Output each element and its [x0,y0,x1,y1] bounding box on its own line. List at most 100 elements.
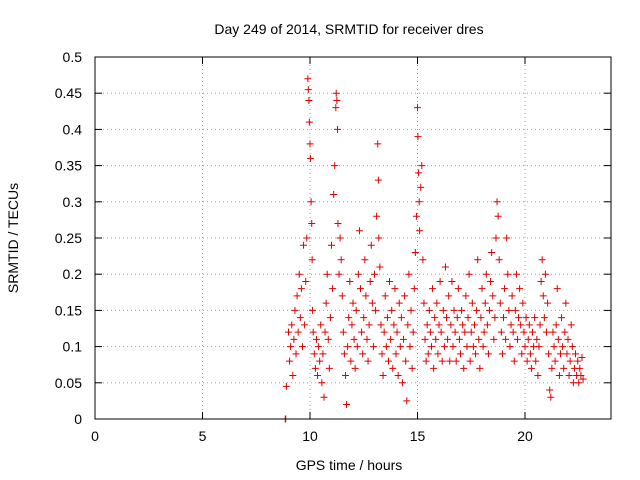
data-point [509,328,517,336]
data-point [579,375,587,383]
data-point [491,314,499,322]
data-point [450,306,458,314]
data-point [415,169,423,177]
data-point [371,270,378,278]
data-point [478,285,486,293]
data-point [352,306,360,314]
data-point [574,357,582,365]
data-point [394,372,402,380]
data-point [282,382,290,390]
data-point [319,350,327,358]
x-tick-labels: 0 5 10 15 20 [91,428,533,444]
data-point [320,393,328,401]
data-point [517,321,525,329]
data-point [395,299,403,307]
data-point [433,299,441,307]
data-point [493,198,501,206]
data-point [367,241,375,249]
data-point [464,314,472,322]
data-point [361,256,369,264]
data-point [362,292,370,300]
data-point [387,335,395,343]
data-point [427,343,435,351]
data-point [497,328,505,336]
data-point [300,241,308,249]
x-tick-label: 0 [91,428,99,444]
data-point [443,314,451,322]
data-point [390,321,398,329]
data-point [565,372,573,380]
data-point [440,343,448,351]
data-point [521,343,529,351]
y-tick-labels: 0 0.05 0.1 0.15 0.2 0.25 0.3 0.35 0.4 0.45 0.5 [55,49,82,427]
data-point [457,350,464,358]
data-point [354,270,362,278]
data-point [340,350,348,358]
data-point [351,364,359,372]
y-tick-label: 0.25 [55,230,82,246]
data-point [479,343,487,351]
data-point [494,212,502,220]
axis-ticks [94,56,611,420]
data-point [364,357,372,365]
data-point [492,234,500,242]
y-tick-label: 0.35 [55,158,82,174]
data-point [475,335,483,343]
data-point [576,364,584,372]
data-point [420,299,428,307]
data-point [347,357,355,365]
data-point [572,350,580,358]
data-point [577,372,585,380]
data-point [480,328,488,336]
data-point [510,357,518,365]
data-point [317,321,325,329]
data-point [532,357,540,365]
data-point [411,248,419,256]
data-point [538,256,546,264]
data-point [424,350,432,358]
data-point [444,335,452,343]
data-point [578,353,586,361]
data-point [531,314,539,322]
data-point [437,328,445,336]
data-point [400,335,408,343]
data-point [466,357,474,365]
data-point [453,314,461,322]
data-point [502,335,510,343]
data-point [333,96,341,104]
data-point [518,350,526,358]
x-tick-label: 5 [199,428,207,444]
data-point [448,277,456,285]
data-point [534,372,542,380]
data-point [350,335,358,343]
data-point [403,397,411,405]
x-axis-label: GPS time / hours [296,457,403,473]
data-point [289,372,297,380]
data-point [482,270,490,278]
data-point [455,335,463,343]
data-point [332,104,340,112]
data-point [560,364,568,372]
data-point [564,335,572,343]
data-point [425,306,433,314]
data-point [553,285,561,293]
data-point [314,372,322,380]
data-point [434,350,442,358]
data-point [432,335,440,343]
data-point [511,306,519,314]
y-tick-label: 0.4 [63,121,83,137]
data-point [331,162,339,170]
data-point [546,386,554,394]
data-point [410,285,418,293]
data-point [568,343,576,351]
data-point [406,343,414,351]
data-point [529,328,537,336]
data-point [397,314,405,322]
data-point [295,270,303,278]
data-point [476,364,484,372]
data-point [301,321,309,329]
data-point [495,256,503,264]
data-point [468,299,476,307]
data-point [380,328,388,336]
data-point [293,292,301,300]
